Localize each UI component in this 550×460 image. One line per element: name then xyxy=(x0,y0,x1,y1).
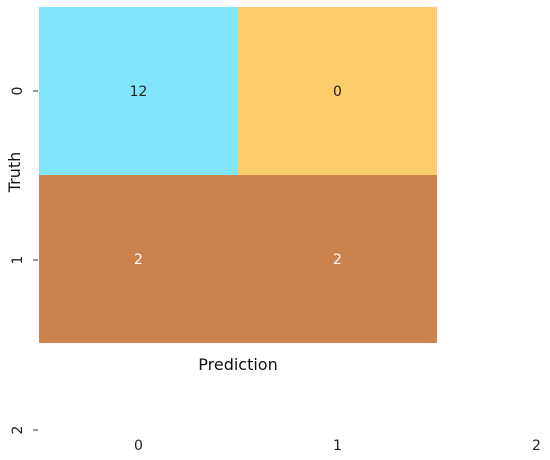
x-tick-label-0: 0 xyxy=(134,438,143,454)
cell-value-truth-0-pred-0: 12 xyxy=(130,84,148,100)
x-tick-label-2: 2 xyxy=(532,438,541,454)
heatmap-cell-truth-1-pred-0 xyxy=(39,175,238,343)
heatmap-cells xyxy=(39,7,437,343)
y-tick-label-1: 1 xyxy=(10,256,26,265)
y-axis-ticks: 0 1 2 xyxy=(10,87,38,435)
x-axis-label: Prediction xyxy=(198,355,277,374)
x-axis-ticks: 0 1 2 xyxy=(134,438,541,454)
cell-value-truth-1-pred-0: 2 xyxy=(134,252,143,268)
cell-value-truth-0-pred-1: 0 xyxy=(333,84,342,100)
x-tick-label-1: 1 xyxy=(333,438,342,454)
y-tick-label-2: 2 xyxy=(10,426,26,435)
y-axis-label: Truth xyxy=(5,152,24,194)
heatmap-cell-labels: 12 0 2 2 xyxy=(130,84,342,268)
cell-value-truth-1-pred-1: 2 xyxy=(333,252,342,268)
heatmap-cell-truth-0-pred-0 xyxy=(39,7,238,175)
heatmap-cell-truth-1-pred-1 xyxy=(238,175,437,343)
y-tick-label-0: 0 xyxy=(10,87,26,96)
heatmap-cell-truth-0-pred-1 xyxy=(238,7,437,175)
